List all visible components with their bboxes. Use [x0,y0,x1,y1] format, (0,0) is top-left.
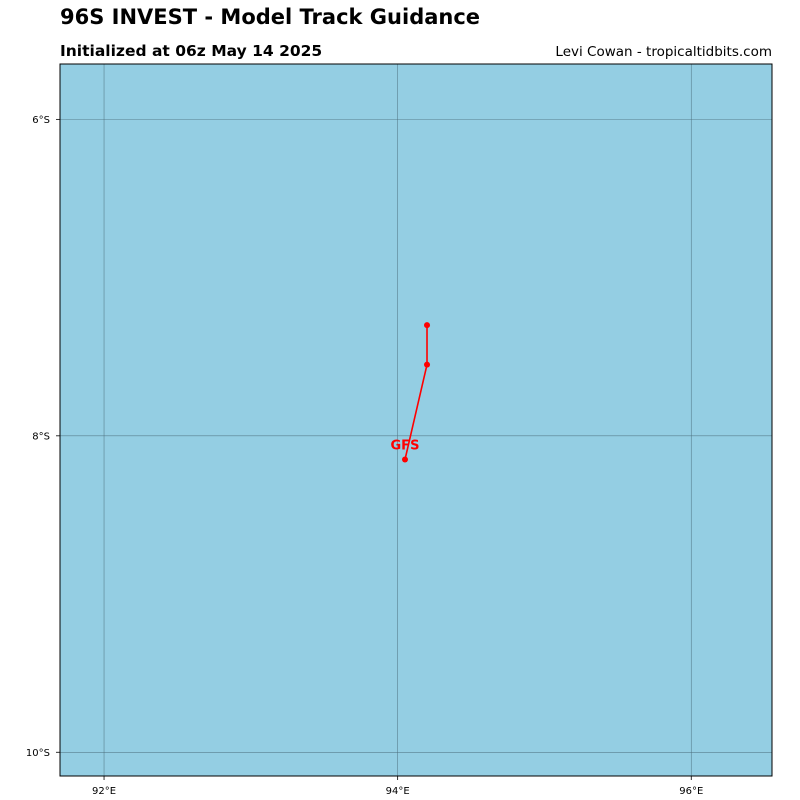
track-point [424,361,431,368]
map-subtitle: Initialized at 06z May 14 2025 [60,42,323,60]
credit-label: Levi Cowan - tropicaltidbits.com [555,44,772,60]
y-tick-label: 6°S [32,115,50,126]
x-tick-label: 92°E [92,786,116,797]
y-tick-label: 8°S [32,431,50,442]
ocean-area [60,64,772,776]
y-tick-label: 10°S [26,748,50,759]
track-label-gfs: GFS [391,439,420,454]
x-tick-label: 94°E [386,786,410,797]
map-title: 96S INVEST - Model Track Guidance [60,5,481,29]
track-point [401,456,408,463]
gridlines [60,64,772,776]
track-point [424,322,431,329]
map-frame [59,63,773,777]
x-tick-label: 96°E [679,786,703,797]
axis-ticks: 92°E 94°E 96°E 6°S 8°S 10°S [26,115,703,797]
model-tracks: GFS [391,322,431,463]
